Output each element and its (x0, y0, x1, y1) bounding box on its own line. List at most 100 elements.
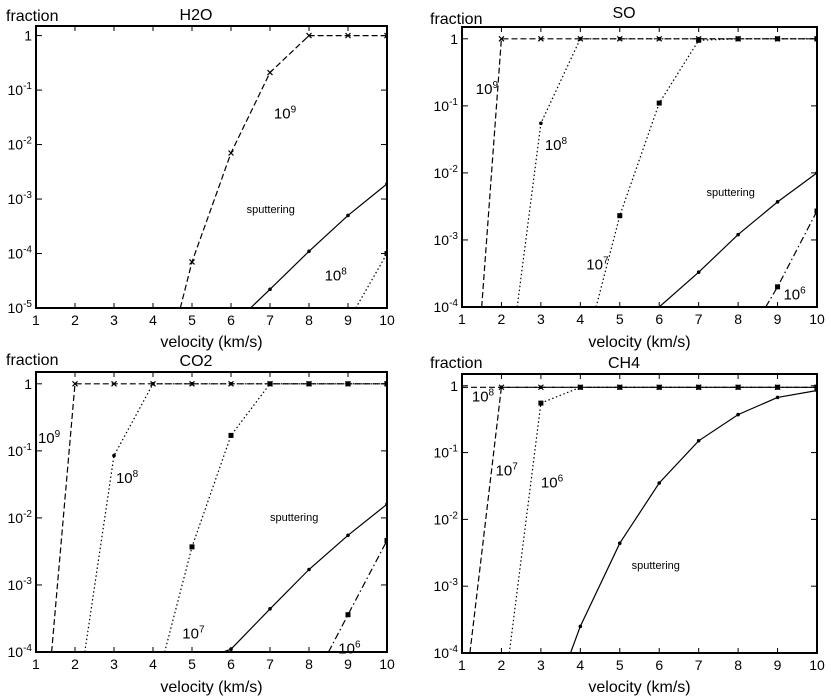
x-tick-label: 8 (305, 312, 313, 328)
data-point (617, 213, 623, 219)
data-point (656, 100, 662, 106)
annotation-power-label: 109 (274, 105, 297, 123)
data-point (696, 384, 702, 390)
data-point (775, 200, 780, 204)
y-axis-label: fraction (430, 11, 482, 28)
chart-title: CO2 (180, 353, 213, 370)
data-point (72, 380, 78, 387)
data-point (228, 432, 234, 438)
x-tick-label: 5 (188, 656, 196, 672)
x-tick-label: 1 (458, 311, 466, 327)
data-point (384, 538, 388, 544)
annotation-power-label: 106 (541, 474, 564, 492)
x-tick-label: 1 (458, 657, 466, 673)
series-1 (179, 32, 388, 308)
annotation-sputtering: sputtering (247, 204, 295, 216)
x-tick-label: 1 (32, 312, 40, 328)
data-point (577, 384, 583, 390)
x-tick-label: 2 (498, 657, 506, 673)
chart-title: SO (612, 5, 635, 22)
data-point (345, 381, 351, 387)
x-tick-label: 6 (227, 312, 235, 328)
series-line (84, 383, 387, 652)
y-tick-label: 10-3 (434, 231, 459, 248)
x-tick-label: 9 (774, 657, 782, 673)
x-tick-label: 3 (537, 657, 545, 673)
annotation-power-label: 108 (472, 388, 495, 406)
y-tick-label: 10-2 (434, 164, 459, 181)
x-tick-label: 10 (809, 311, 825, 327)
data-point (307, 249, 311, 254)
data-point (735, 384, 741, 390)
plot-frame (35, 371, 388, 653)
x-tick-label: 9 (344, 312, 352, 328)
series-line (508, 386, 817, 653)
series-line (327, 540, 388, 652)
data-point (384, 381, 388, 387)
series-line (481, 38, 817, 307)
series-line (51, 383, 387, 652)
annotation-sputtering: sputtering (270, 512, 318, 524)
x-tick-label: 4 (149, 656, 157, 672)
data-point (696, 37, 702, 43)
y-tick-label: 10-3 (8, 190, 33, 207)
x-tick-label: 6 (655, 657, 663, 673)
x-tick-label: 4 (576, 657, 584, 673)
series-1 (51, 380, 388, 652)
data-point (345, 612, 351, 618)
x-tick-label: 7 (695, 657, 703, 673)
y-axis-label: fraction (6, 352, 58, 369)
series-line (516, 38, 817, 307)
series-2 (84, 382, 388, 652)
series-3 (355, 251, 388, 308)
data-point (307, 567, 311, 572)
data-point (696, 439, 701, 443)
plot-frame (461, 26, 818, 308)
y-tick-label: 10-1 (434, 444, 459, 461)
y-tick-label: 10-1 (8, 81, 33, 98)
series-2 (516, 37, 818, 307)
annotation-sputtering: sputtering (707, 187, 755, 199)
series-line (355, 253, 388, 308)
data-point (538, 400, 544, 406)
annotation-power-label: 106 (783, 285, 806, 303)
chart-title: H2O (180, 7, 213, 24)
data-point (189, 544, 195, 550)
data-point (229, 647, 233, 652)
x-tick-label: 3 (110, 312, 118, 328)
y-tick-label: 10-4 (434, 644, 459, 661)
y-tick-label: 10-4 (434, 298, 459, 315)
x-axis-label: velocity (km/s) (588, 334, 690, 351)
data-point (385, 182, 388, 186)
x-tick-label: 10 (379, 312, 395, 328)
data-point (190, 382, 194, 386)
x-tick-label: 8 (734, 311, 742, 327)
y-tick-label: 10-2 (8, 509, 33, 526)
y-tick-label: 10-4 (8, 245, 33, 262)
y-axis-label: fraction (6, 8, 58, 25)
chart-title: CH4 (608, 355, 640, 372)
annotation-power-label: 109 (476, 80, 499, 98)
data-point (385, 502, 388, 507)
data-point (696, 270, 701, 275)
x-axis-label: velocity (km/s) (588, 679, 690, 696)
annotation-sputtering: sputtering (632, 560, 680, 572)
data-point (537, 35, 544, 42)
data-point (736, 232, 740, 237)
data-point (384, 251, 388, 257)
data-point (267, 69, 273, 76)
data-point (112, 453, 116, 458)
data-point (735, 36, 741, 42)
data-point (775, 284, 781, 290)
y-tick-label: 10-2 (434, 510, 459, 527)
x-tick-label: 2 (71, 656, 79, 672)
annotation-power-label: 106 (338, 639, 361, 657)
x-tick-label: 5 (616, 657, 624, 673)
series-4 (658, 171, 818, 307)
x-tick-label: 3 (110, 656, 118, 672)
plot-frame (461, 373, 818, 654)
data-point (815, 171, 818, 175)
